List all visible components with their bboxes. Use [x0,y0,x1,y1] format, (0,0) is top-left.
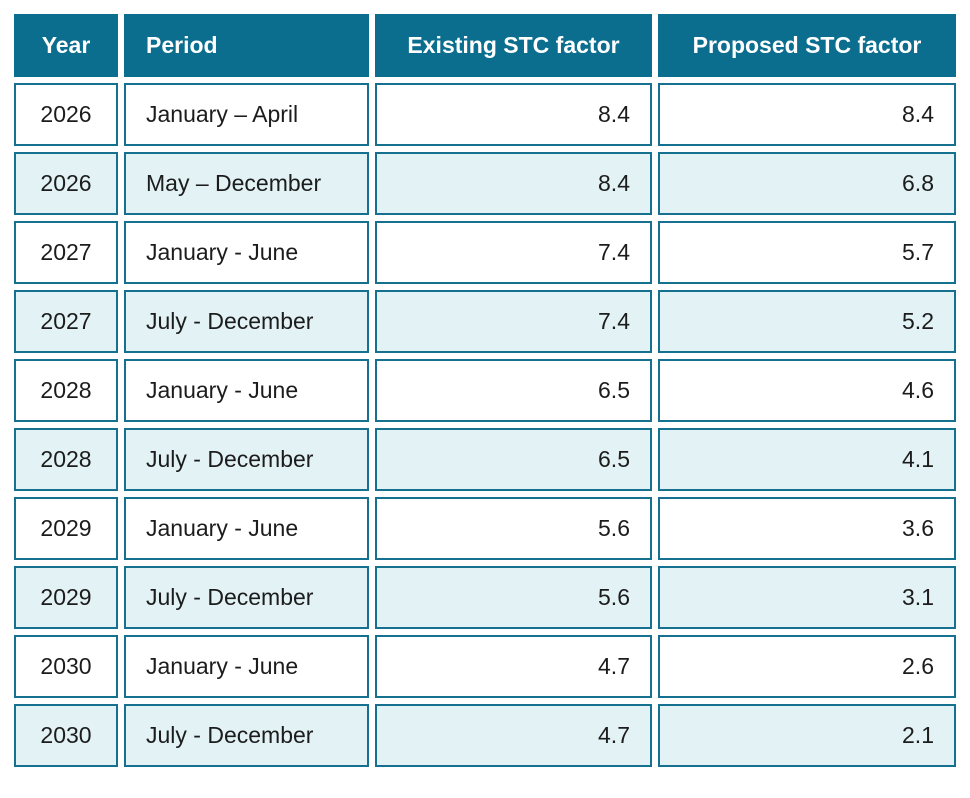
table-row: 2026 January – April 8.4 8.4 [14,83,956,146]
period-cell: January - June [124,497,369,560]
stc-factor-table: Year Period Existing STC factor Proposed… [8,8,962,773]
existing-stc-factor-cell: 5.6 [375,497,652,560]
existing-stc-factor-cell: 7.4 [375,221,652,284]
existing-stc-factor-cell: 6.5 [375,359,652,422]
period-cell: July - December [124,566,369,629]
table-row: 2029 January - June 5.6 3.6 [14,497,956,560]
year-cell: 2026 [14,83,118,146]
proposed-stc-factor-cell: 8.4 [658,83,956,146]
column-header-proposed-stc-factor: Proposed STC factor [658,14,956,77]
column-header-period: Period [124,14,369,77]
existing-stc-factor-cell: 4.7 [375,704,652,767]
year-cell: 2027 [14,221,118,284]
table-row: 2027 January - June 7.4 5.7 [14,221,956,284]
proposed-stc-factor-cell: 2.6 [658,635,956,698]
year-cell: 2030 [14,635,118,698]
period-cell: July - December [124,428,369,491]
period-cell: January - June [124,635,369,698]
year-cell: 2028 [14,428,118,491]
proposed-stc-factor-cell: 5.7 [658,221,956,284]
table-row: 2027 July - December 7.4 5.2 [14,290,956,353]
proposed-stc-factor-cell: 6.8 [658,152,956,215]
period-cell: January - June [124,221,369,284]
proposed-stc-factor-cell: 4.6 [658,359,956,422]
existing-stc-factor-cell: 5.6 [375,566,652,629]
existing-stc-factor-cell: 7.4 [375,290,652,353]
column-header-year: Year [14,14,118,77]
period-cell: July - December [124,290,369,353]
column-header-existing-stc-factor: Existing STC factor [375,14,652,77]
table-row: 2028 July - December 6.5 4.1 [14,428,956,491]
year-cell: 2027 [14,290,118,353]
proposed-stc-factor-cell: 3.6 [658,497,956,560]
existing-stc-factor-cell: 4.7 [375,635,652,698]
table-row: 2030 July - December 4.7 2.1 [14,704,956,767]
table-body: 2026 January – April 8.4 8.4 2026 May – Decem… [14,83,956,767]
existing-stc-factor-cell: 6.5 [375,428,652,491]
table-row: 2029 July - December 5.6 3.1 [14,566,956,629]
year-cell: 2026 [14,152,118,215]
table-row: 2030 January - June 4.7 2.6 [14,635,956,698]
year-cell: 2028 [14,359,118,422]
year-cell: 2030 [14,704,118,767]
proposed-stc-factor-cell: 5.2 [658,290,956,353]
year-cell: 2029 [14,566,118,629]
existing-stc-factor-cell: 8.4 [375,152,652,215]
period-cell: July - December [124,704,369,767]
period-cell: May – December [124,152,369,215]
table-row: 2028 January - June 6.5 4.6 [14,359,956,422]
existing-stc-factor-cell: 8.4 [375,83,652,146]
proposed-stc-factor-cell: 3.1 [658,566,956,629]
year-cell: 2029 [14,497,118,560]
proposed-stc-factor-cell: 4.1 [658,428,956,491]
table-header-row: Year Period Existing STC factor Proposed… [14,14,956,77]
stc-factor-table-container: Year Period Existing STC factor Proposed… [8,8,962,773]
period-cell: January - June [124,359,369,422]
table-row: 2026 May – December 8.4 6.8 [14,152,956,215]
period-cell: January – April [124,83,369,146]
proposed-stc-factor-cell: 2.1 [658,704,956,767]
